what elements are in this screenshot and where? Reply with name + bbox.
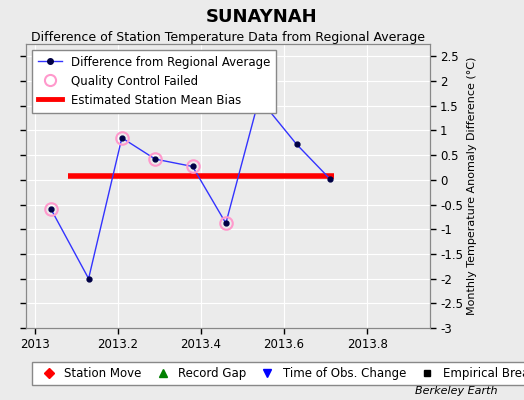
- Difference from Regional Average: [256, 96, 263, 101]
- Quality Control Failed: [190, 164, 196, 169]
- Difference from Regional Average: [119, 136, 125, 140]
- Difference from Regional Average: [293, 142, 300, 147]
- Quality Control Failed: [48, 207, 54, 212]
- Difference from Regional Average: [85, 276, 92, 281]
- Title: Difference of Station Temperature Data from Regional Average: Difference of Station Temperature Data f…: [31, 31, 425, 44]
- Difference from Regional Average: [48, 207, 54, 212]
- Difference from Regional Average: [190, 164, 196, 169]
- Difference from Regional Average: [326, 176, 333, 181]
- Legend: Station Move, Record Gap, Time of Obs. Change, Empirical Break: Station Move, Record Gap, Time of Obs. C…: [32, 362, 524, 384]
- Line: Difference from Regional Average: Difference from Regional Average: [49, 96, 332, 281]
- Line: Quality Control Failed: Quality Control Failed: [45, 132, 232, 230]
- Quality Control Failed: [119, 136, 125, 140]
- Text: Berkeley Earth: Berkeley Earth: [416, 386, 498, 396]
- Y-axis label: Monthly Temperature Anomaly Difference (°C): Monthly Temperature Anomaly Difference (…: [467, 57, 477, 315]
- Difference from Regional Average: [223, 221, 229, 226]
- Difference from Regional Average: [152, 157, 158, 162]
- Quality Control Failed: [223, 221, 229, 226]
- Text: SUNAYNAH: SUNAYNAH: [206, 8, 318, 26]
- Quality Control Failed: [152, 157, 158, 162]
